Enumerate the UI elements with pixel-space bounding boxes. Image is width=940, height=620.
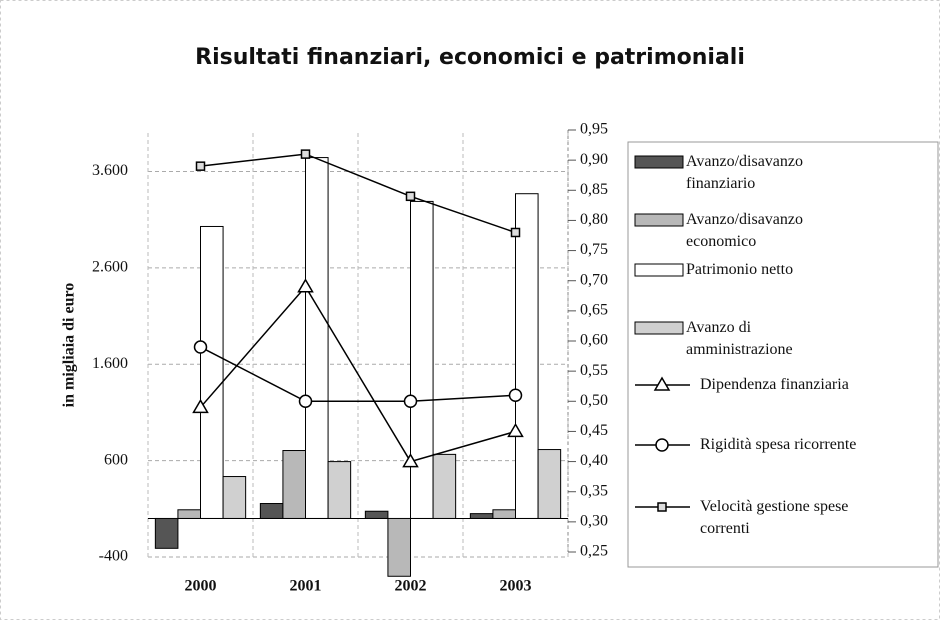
marker <box>192 398 209 414</box>
legend-swatch <box>634 213 684 227</box>
legend-box <box>627 141 939 568</box>
y2-tick-label: 0,35 <box>580 482 608 499</box>
y2-tick-label: 0,95 <box>580 121 608 138</box>
y2-tick-label: 0,80 <box>580 211 608 228</box>
y-tick-label: 3.600 <box>92 162 128 179</box>
legend-swatch <box>634 321 684 335</box>
legend-label: Avanzo di amministrazione <box>686 319 793 358</box>
y2-tick-label: 0,75 <box>580 241 608 258</box>
marker <box>508 388 523 403</box>
y2-tick-label: 0,90 <box>580 151 608 168</box>
marker <box>405 191 416 202</box>
line <box>200 153 516 234</box>
y2-tick-label: 0,85 <box>580 181 608 198</box>
y2-tick-label: 0,40 <box>580 452 608 469</box>
bar <box>305 157 329 519</box>
legend-swatch <box>634 263 684 277</box>
legend-label: Dipendenza finanziaria <box>700 376 849 393</box>
marker <box>657 502 667 512</box>
y-tick-label: -400 <box>99 548 128 565</box>
y-tick-label: 600 <box>104 451 128 468</box>
marker <box>402 453 419 468</box>
bar <box>282 450 306 519</box>
y2-tick-label: 0,70 <box>580 271 608 288</box>
marker <box>653 376 671 391</box>
y2-tick-label: 0,65 <box>580 302 608 319</box>
marker <box>298 394 313 409</box>
line <box>200 346 516 403</box>
bar <box>327 461 352 519</box>
y-tick-label: 1.600 <box>92 355 128 372</box>
legend-swatch <box>634 155 684 169</box>
bar <box>259 503 284 519</box>
marker <box>655 438 669 452</box>
y2-tick-label: 0,55 <box>580 362 608 379</box>
x-tick-label: 2000 <box>185 578 217 595</box>
y2-tick-label: 0,50 <box>580 392 608 409</box>
y2-tick-label: 0,45 <box>580 422 608 439</box>
marker <box>193 340 208 354</box>
marker <box>403 394 418 409</box>
bar <box>537 449 562 519</box>
bar <box>492 509 516 519</box>
legend-label: Avanzo/disavanzo finanziario <box>686 153 803 192</box>
legend-label: Rigidità spesa ricorrente <box>700 436 856 453</box>
bar <box>177 509 202 519</box>
y2-tick-label: 0,30 <box>580 513 608 530</box>
x-tick-label: 2001 <box>290 578 322 595</box>
x-tick-label: 2003 <box>500 578 532 595</box>
marker <box>297 278 314 293</box>
y2-tick-label: 0,60 <box>580 332 608 349</box>
legend-label: Velocità gestione spese correnti <box>700 498 848 537</box>
legend-label: Avanzo/disavanzo economico <box>686 211 803 250</box>
bar <box>364 510 389 519</box>
y-tick-label: 2.600 <box>92 259 128 276</box>
bar <box>200 225 224 519</box>
bar <box>387 517 411 577</box>
bar <box>469 513 494 519</box>
marker <box>195 161 206 171</box>
bar <box>432 453 457 519</box>
x-tick-label: 2002 <box>395 578 427 595</box>
bar <box>222 476 247 519</box>
legend-label: Patrimonio netto <box>686 261 793 278</box>
chart-title: Risultati finanziari, economici e patrim… <box>195 45 745 70</box>
marker <box>300 149 311 159</box>
bar <box>515 193 539 519</box>
bar <box>154 517 179 549</box>
y2-tick-label: 0,25 <box>580 543 608 560</box>
marker <box>507 422 524 438</box>
line <box>199 285 516 463</box>
marker <box>510 227 521 238</box>
y-axis-label: in migliaia di euro <box>61 283 78 408</box>
bar <box>410 200 434 519</box>
